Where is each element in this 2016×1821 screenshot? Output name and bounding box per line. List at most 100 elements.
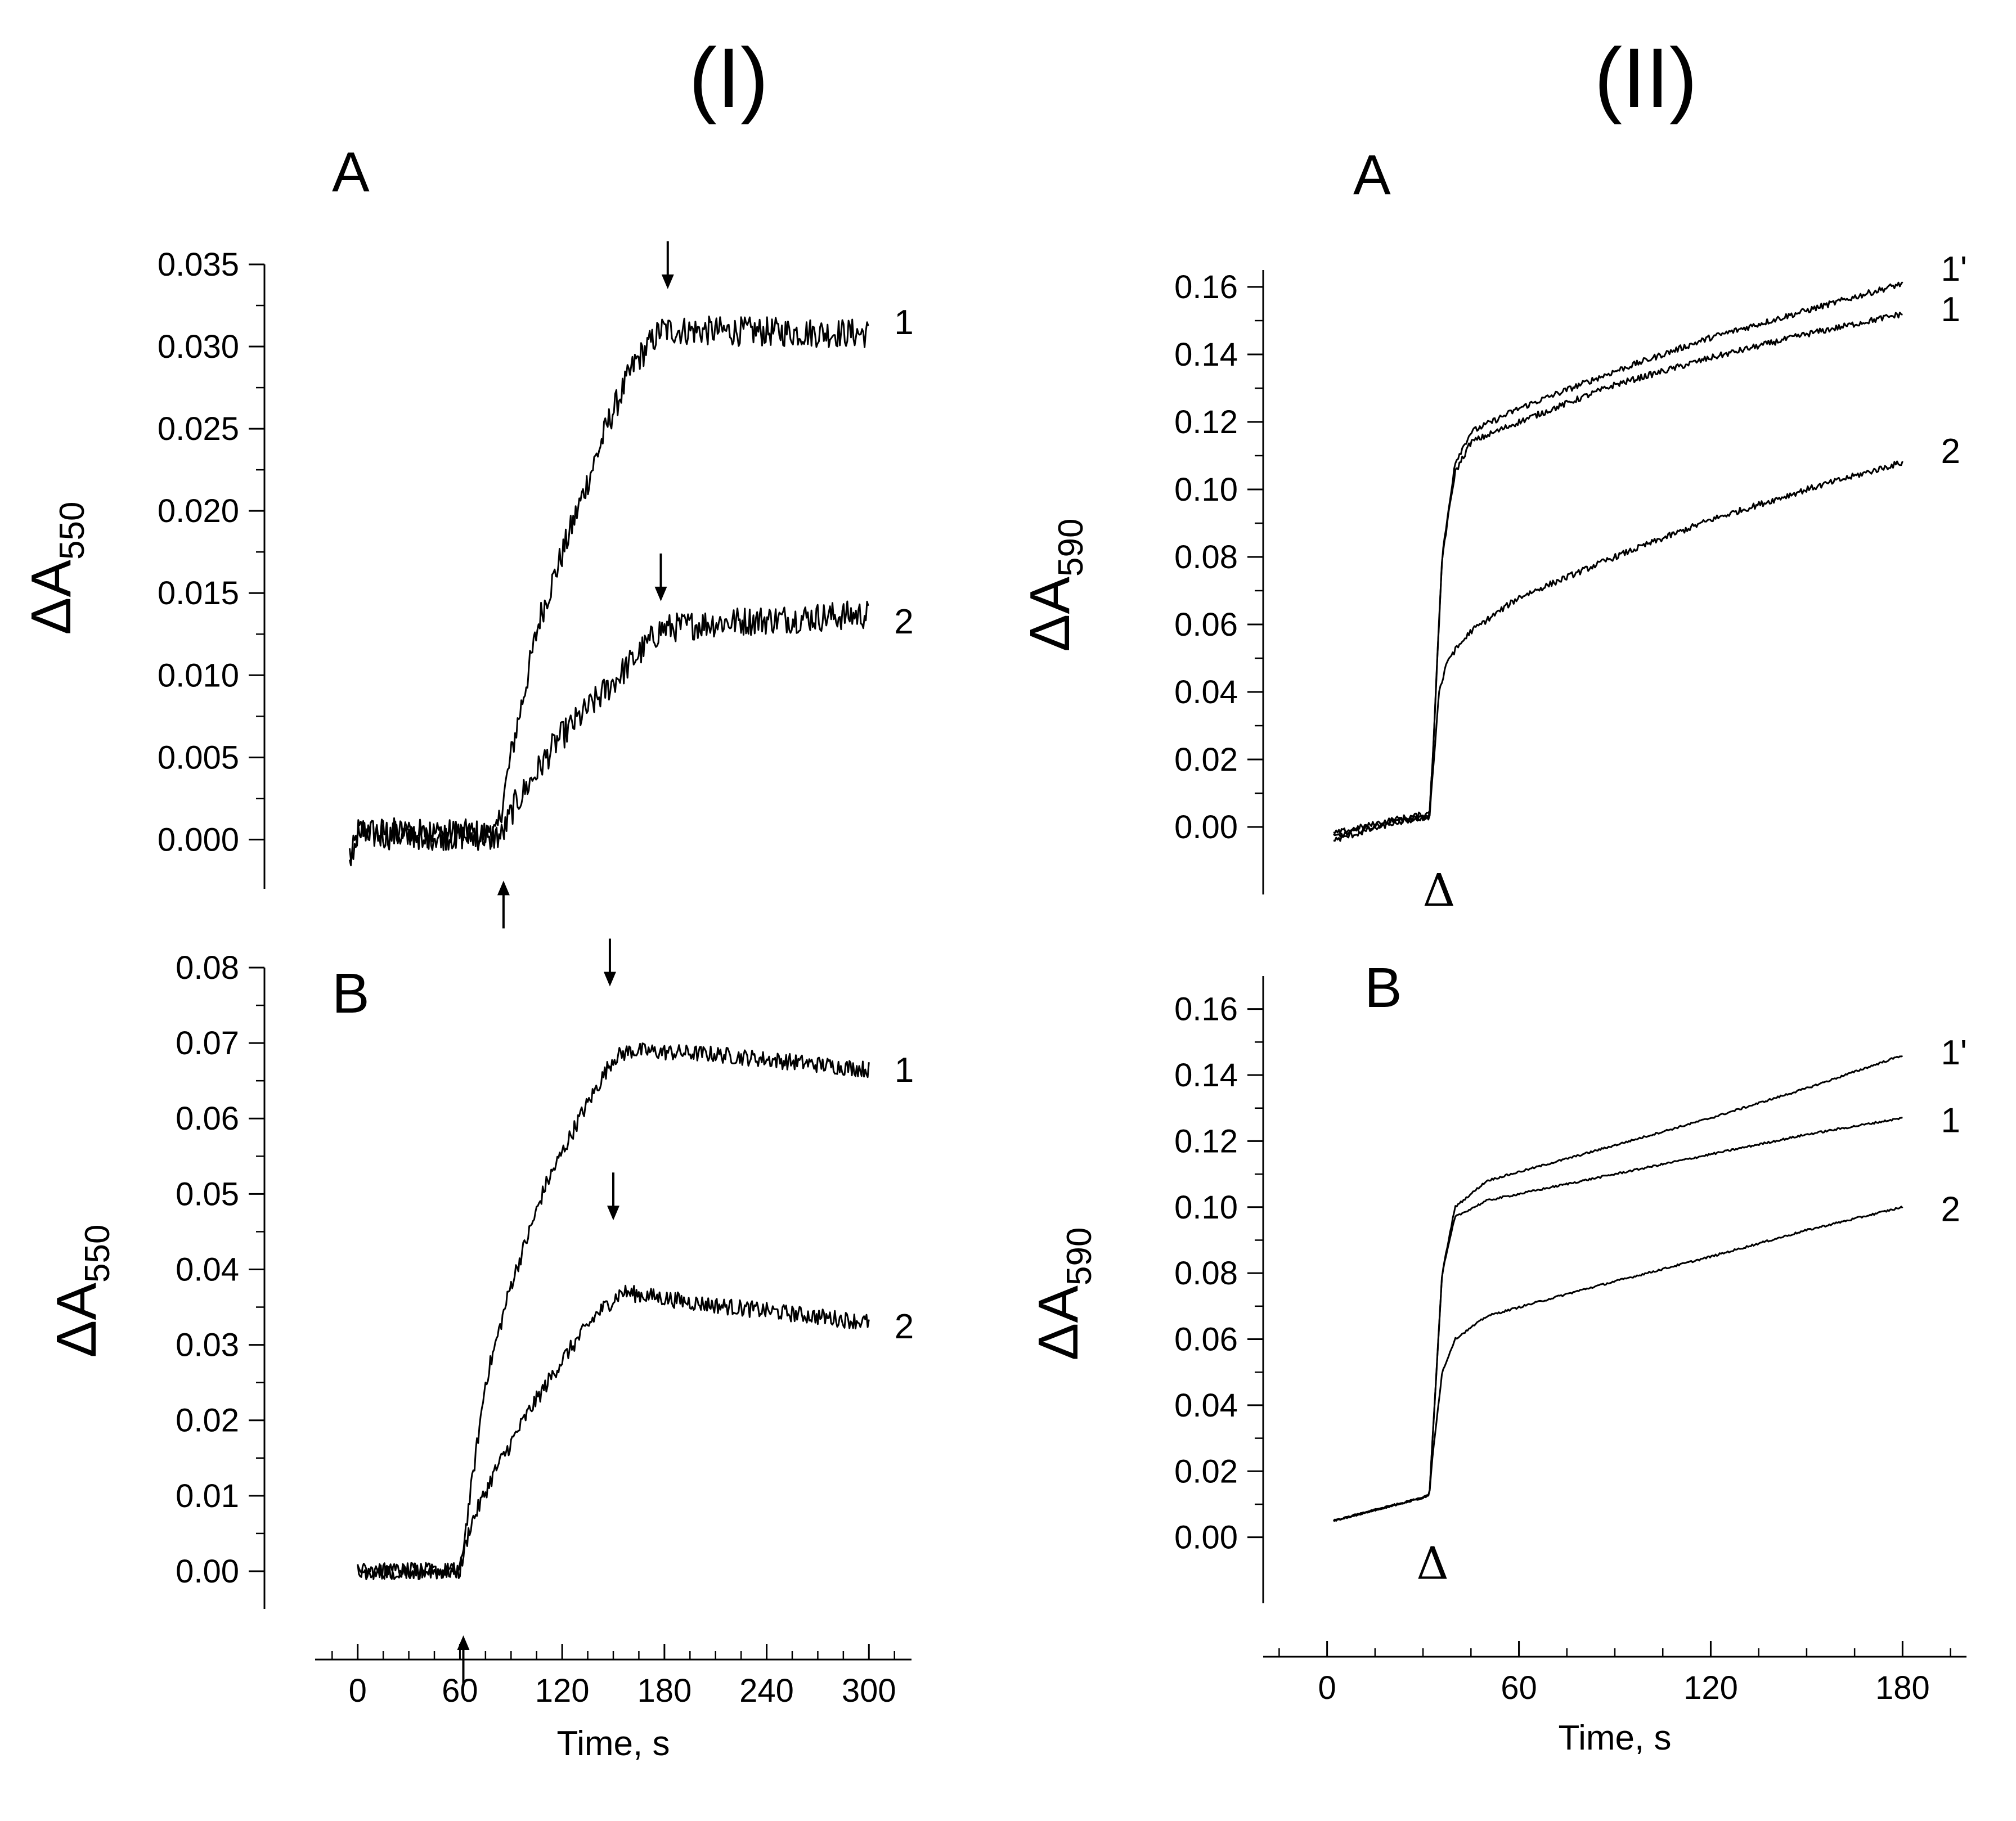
series-line-II-B-1 [1333,1055,1903,1522]
series-label: 2 [1941,432,1960,471]
y-tick-label: 0.00 [176,1553,239,1590]
series-label: 1 [1941,1101,1960,1140]
chart-panel-II-B: 0.00 0.02 0.04 0.06 0.08 0.10 0.12 0.14 0.16 0 60 1… [1174,956,1967,1757]
y-axis-title-II-A: ΔA590 [1018,519,1090,652]
y-tick-label: 0.16 [1174,269,1238,305]
y-tick-label: 0.07 [176,1025,239,1062]
y-tick-label: 0.10 [1174,471,1238,508]
down-arrow-head [661,274,674,289]
series-label: 2 [894,602,913,641]
y-tick-label: 0.02 [176,1402,239,1439]
series-label: 2 [895,1307,914,1346]
svg-text:ΔA550: ΔA550 [45,1225,117,1358]
series-line-II-A-2 [1333,312,1903,838]
series-line-II-B-3 [1333,1206,1903,1522]
down-arrow-head [607,1206,619,1221]
series-line-I-A-1 [348,315,869,866]
y-axis-title-main: ΔA [20,560,83,635]
series-label: 1 [1941,290,1960,329]
y-tick-label: 0.14 [1174,336,1238,373]
y-axis-title-sub: 550 [78,1225,117,1283]
y-axis-title-main: ΔA [1018,577,1081,652]
y-tick-label: 0.16 [1174,991,1238,1028]
y-axis-title-main: ΔA [1027,1285,1090,1361]
y-tick-label: 0.10 [1174,1189,1238,1226]
chart-panel-II-A: 0.00 0.02 0.04 0.06 0.08 0.10 0.12 0.14 0.16 A 1'1… [1174,143,1967,916]
y-tick-label: 0.02 [1174,741,1238,778]
y-tick-label: 0.02 [1174,1453,1238,1490]
y-tick-label: 0.00 [1174,809,1238,846]
y-axis-title-main: ΔA [45,1283,108,1358]
y-tick-label: 0.06 [1174,606,1238,643]
column-headers: (I) (II) [689,30,1697,125]
y-tick-label: 0.06 [176,1100,239,1137]
y-tick-label: 0.000 [158,821,239,858]
y-axis-title-I-B: ΔA550 [45,1225,117,1358]
x-tick-label: 0 [1318,1670,1336,1706]
y-tick-label: 0.08 [1174,1255,1238,1292]
series-line-I-B-2 [357,1284,870,1580]
up-arrow-head [497,880,510,896]
series-label: 1 [895,1051,914,1090]
y-tick-label: 0.025 [158,411,239,447]
y-tick-label: 0.14 [1174,1057,1238,1094]
svg-text:ΔA590: ΔA590 [1027,1228,1099,1361]
x-tick-label: 300 [842,1672,896,1709]
x-tick-label: 120 [1683,1670,1738,1706]
series-label: 1' [1941,250,1967,289]
y-tick-label: 0.010 [158,657,239,694]
y-tick-label: 0.08 [176,950,239,986]
column-header-I: (I) [689,30,769,125]
y-tick-label: 0.005 [158,739,239,776]
y-tick-label: 0.12 [1174,404,1238,440]
series-label: 1' [1941,1033,1967,1072]
svg-text:ΔA590: ΔA590 [1018,519,1090,652]
y-tick-label: 0.04 [176,1251,239,1288]
down-arrow-head [654,586,667,601]
panel-label-I-B: B [332,962,370,1025]
x-tick-label: 240 [739,1672,794,1709]
y-tick-label: 0.030 [158,329,239,365]
x-tick-label: 60 [1501,1670,1537,1706]
series-line-II-A-3 [1333,460,1903,842]
series-line-I-B-1 [357,1042,870,1580]
y-axis-title-sub: 550 [53,502,92,560]
column-header-II: (II) [1594,30,1697,125]
x-tick-label: 120 [535,1672,590,1709]
y-tick-label: 0.05 [176,1176,239,1212]
y-tick-label: 0.06 [1174,1321,1238,1358]
panel-label-I-A: A [332,141,370,204]
x-tick-label: 60 [442,1672,478,1709]
x-axis-title: Time, s [557,1724,670,1763]
delta-marker: Δ [1416,1537,1449,1589]
y-tick-label: 0.04 [1174,1387,1238,1424]
y-tick-label: 0.04 [1174,674,1238,711]
y-tick-label: 0.00 [1174,1519,1238,1556]
x-tick-label: 0 [349,1672,367,1709]
panel-label-II-B: B [1364,956,1402,1019]
series-line-II-A-1 [1333,281,1903,834]
y-tick-label: 0.035 [158,246,239,283]
y-axis-title-sub: 590 [1060,1228,1099,1285]
down-arrow-head [603,972,616,987]
y-tick-label: 0.12 [1174,1123,1238,1159]
y-axis-title-sub: 590 [1052,519,1090,577]
y-tick-label: 0.015 [158,575,239,612]
y-axis-title-II-B: ΔA590 [1027,1228,1099,1361]
y-tick-label: 0.03 [176,1327,239,1364]
series-label: 1 [894,303,913,342]
delta-marker: Δ [1423,864,1456,916]
series-label: 2 [1941,1190,1960,1229]
x-axis-title: Time, s [1559,1719,1672,1757]
x-tick-label: 180 [637,1672,692,1709]
chart-panel-I-A: 0.000 0.005 0.010 0.015 0.020 0.025 0.030 0.035… [158,141,914,929]
x-tick-label: 180 [1875,1670,1930,1706]
y-tick-label: 0.08 [1174,539,1238,575]
svg-text:ΔA550: ΔA550 [20,502,92,635]
y-tick-label: 0.01 [176,1478,239,1514]
up-arrow-head [457,1635,470,1650]
series-line-I-A-2 [348,600,869,861]
y-tick-label: 0.020 [158,493,239,529]
chart-panel-I-B: 0.00 0.01 0.02 0.03 0.04 0.05 0.06 0.07 0.08 0 60 1… [176,938,914,1763]
